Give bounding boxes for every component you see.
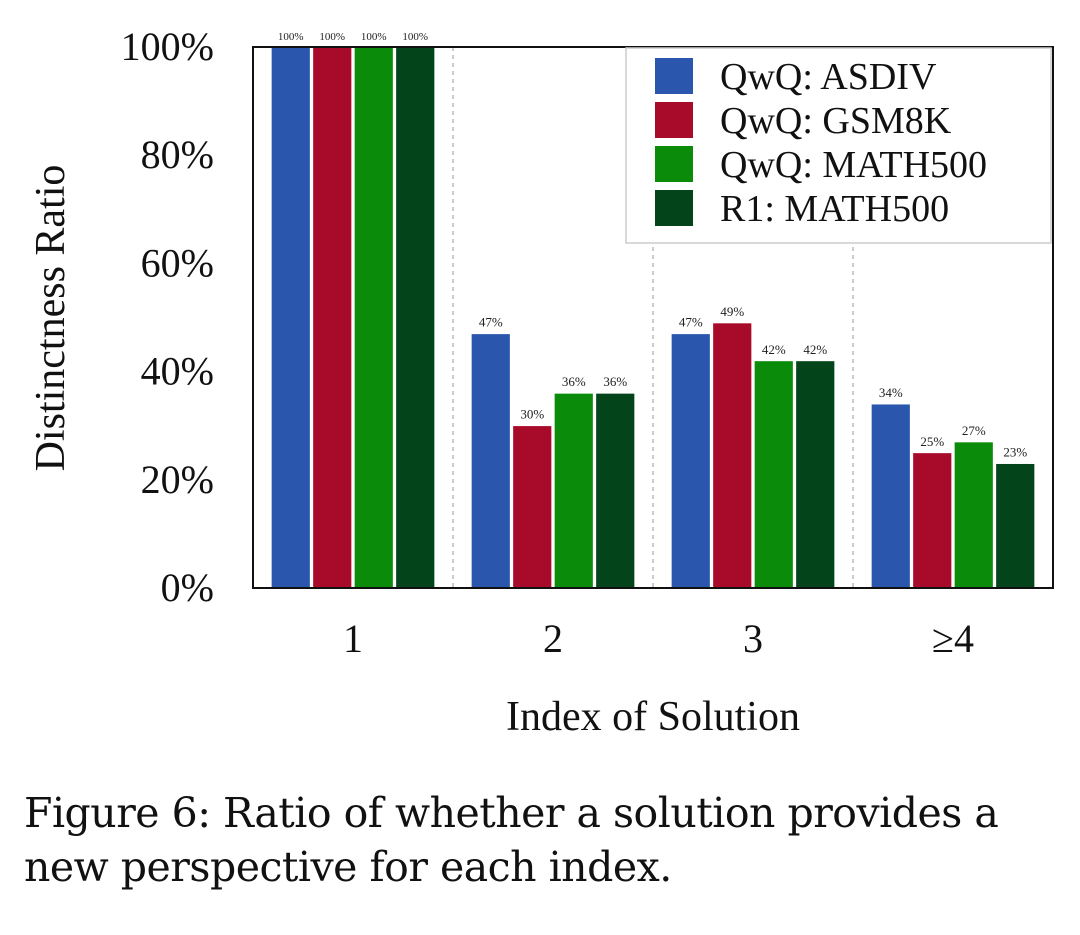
figure-caption: Figure 6: Ratio of whether a solution pr…	[24, 786, 1074, 894]
y-tick-label: 0%	[161, 565, 214, 610]
legend-label: R1: MATH500	[720, 188, 949, 230]
data-label: 49%	[720, 304, 744, 319]
y-tick-label: 80%	[141, 132, 214, 177]
data-label: 100%	[319, 31, 345, 43]
bar-chart: 100% 100% 100% 100%147%30%36% 36%247%49%42% 4…	[28, 24, 1054, 740]
legend-swatch-3	[655, 190, 693, 226]
x-tick-label: 2	[543, 616, 563, 661]
bar-0-0	[270, 46, 311, 589]
legend-swatch-0	[655, 58, 693, 94]
bar-0-1	[312, 46, 353, 589]
data-label: 42%	[762, 342, 786, 357]
x-tick-label: 3	[743, 616, 763, 661]
y-axis-label: Distinctness Ratio	[28, 165, 74, 472]
legend-label: QwQ: MATH500	[720, 144, 987, 186]
y-tick-label: 20%	[141, 457, 214, 502]
data-label: 25%	[920, 434, 944, 449]
plot-frame	[252, 46, 1054, 589]
data-label: 36%	[562, 374, 586, 389]
data-label: 36%	[603, 374, 627, 389]
bar-3-0	[870, 403, 911, 589]
legend-swatch-1	[655, 102, 693, 138]
y-tick-label: 100%	[121, 24, 214, 69]
data-label: 100%	[402, 31, 428, 43]
x-tick-label: 1	[343, 616, 363, 661]
data-label: 100%	[278, 31, 304, 43]
legend-label: QwQ: ASDIV	[720, 56, 937, 98]
legend-swatch-2	[655, 146, 693, 182]
bar-2-2	[753, 360, 794, 589]
y-tick-label: 60%	[141, 240, 214, 285]
x-tick-label: ≥4	[932, 616, 974, 661]
data-label: 100%	[361, 31, 387, 43]
bar-2-1	[712, 322, 753, 589]
bar-2-3	[795, 360, 836, 589]
legend-label: QwQ: GSM8K	[720, 100, 952, 142]
bar-1-0	[470, 333, 511, 589]
bar-1-3	[595, 392, 636, 589]
data-label: 47%	[679, 315, 703, 330]
bar-0-2	[353, 46, 394, 589]
legend-box	[625, 47, 1052, 244]
bar-3-3	[995, 463, 1036, 589]
bar-0-3	[395, 46, 436, 589]
bar-2-0	[670, 333, 711, 589]
bar-3-1	[912, 452, 953, 589]
data-label: 30%	[520, 407, 544, 422]
data-label: 47%	[479, 315, 503, 330]
bar-3-2	[953, 441, 994, 589]
data-label: 34%	[879, 385, 903, 400]
x-axis-label: Index of Solution	[506, 694, 800, 740]
caption-line-2: new perspective for each index.	[24, 843, 672, 891]
y-tick-label: 40%	[141, 349, 214, 394]
bar-1-1	[512, 425, 553, 589]
data-label: 42%	[803, 342, 827, 357]
caption-line-1: Figure 6: Ratio of whether a solution pr…	[24, 789, 999, 837]
bar-1-2	[553, 392, 594, 589]
data-label: 27%	[962, 423, 986, 438]
data-label: 23%	[1003, 445, 1027, 460]
